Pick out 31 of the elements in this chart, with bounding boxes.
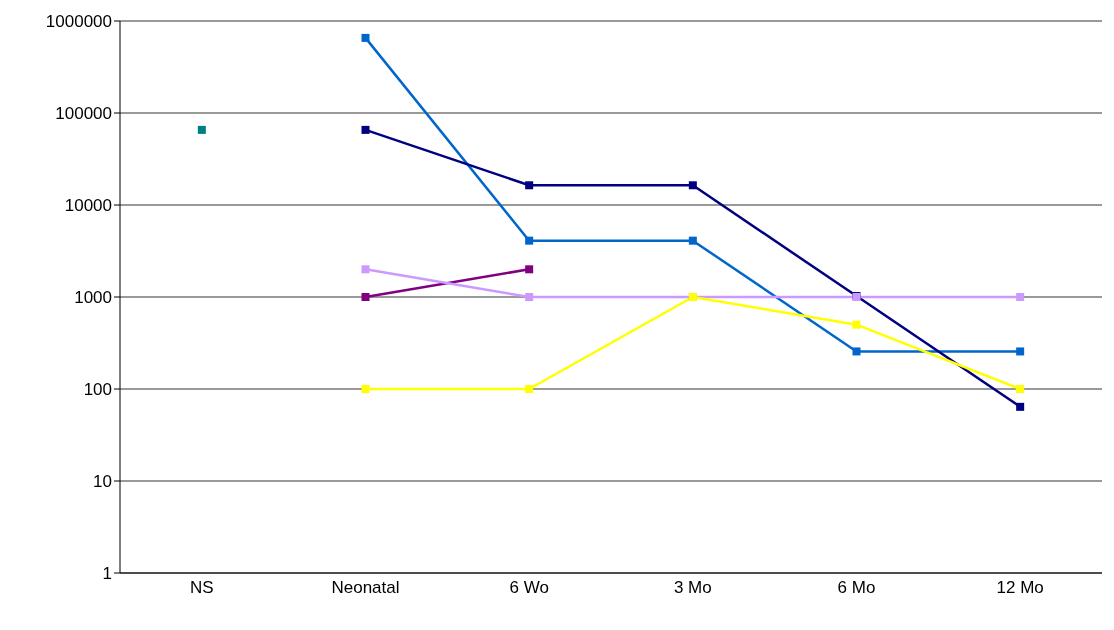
y-tick-label: 1 xyxy=(102,564,112,584)
point xyxy=(688,181,697,190)
point xyxy=(361,293,370,301)
point xyxy=(688,236,697,245)
point xyxy=(1016,293,1025,301)
point xyxy=(525,293,534,301)
point xyxy=(525,265,534,274)
point xyxy=(525,181,534,190)
x-tick-label: 6 Mo xyxy=(837,578,876,598)
point xyxy=(525,236,534,245)
point xyxy=(361,265,370,274)
y-tick-label: 10 xyxy=(93,472,112,492)
point xyxy=(361,385,370,393)
y-tick-label: 100000 xyxy=(55,104,112,124)
point xyxy=(1016,385,1025,393)
x-tick-label: Neonatal xyxy=(331,578,400,598)
point xyxy=(525,385,534,393)
x-tick-label: NS xyxy=(190,578,214,598)
point xyxy=(852,320,861,329)
point xyxy=(852,347,861,356)
y-tick-label: 1000 xyxy=(74,288,112,308)
y-tick-label: 10000 xyxy=(64,196,112,216)
y-tick-label: 100 xyxy=(83,380,112,400)
point xyxy=(1016,402,1025,411)
point xyxy=(361,125,370,134)
y-tick-label: 1000000 xyxy=(45,12,112,32)
point xyxy=(361,33,370,42)
point xyxy=(1016,347,1025,356)
x-tick-label: 6 Wo xyxy=(509,578,549,598)
x-tick-label: 12 Mo xyxy=(996,578,1044,598)
x-tick-label: 3 Mo xyxy=(673,578,712,598)
